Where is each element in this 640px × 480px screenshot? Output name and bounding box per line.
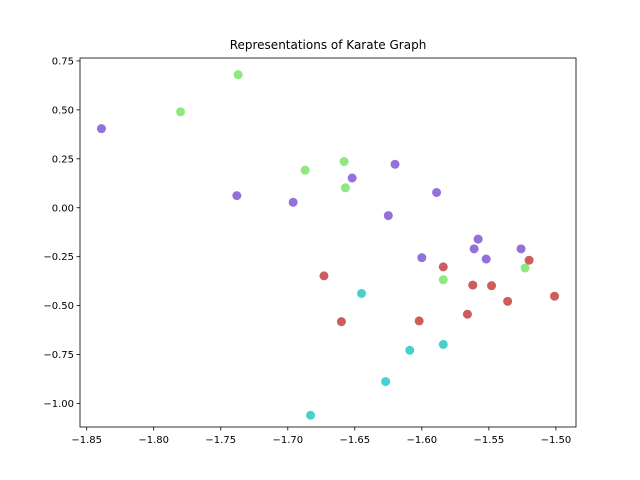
scatter-point (347, 173, 357, 183)
scatter-point (300, 165, 310, 175)
scatter-point (339, 157, 349, 167)
plot-frame (79, 57, 577, 428)
y-tick-label: −1.00 (43, 399, 74, 410)
scatter-point (469, 244, 479, 254)
y-tick-label: 0.50 (52, 105, 74, 116)
x-tick-label: −1.70 (272, 435, 303, 446)
scatter-point (438, 275, 448, 285)
x-tick-label: −1.85 (71, 435, 102, 446)
scatter-point (432, 187, 442, 197)
chart-title: Representations of Karate Graph (230, 38, 427, 52)
scatter-point (381, 377, 391, 387)
y-axis-ticks: 0.75 0.50 0.25 0.00 −0.25 −0.50 −0.75 −1.00 (43, 56, 80, 410)
x-tick-label: −1.75 (205, 435, 236, 446)
points-layer (96, 70, 560, 420)
scatter-point (438, 262, 448, 272)
scatter-point (390, 159, 400, 169)
scatter-point (233, 70, 243, 80)
x-tick-label: −1.50 (541, 435, 572, 446)
scatter-point (405, 345, 415, 355)
scatter-point (176, 107, 186, 117)
scatter-point (306, 410, 316, 420)
scatter-point (383, 211, 393, 221)
scatter-point (520, 263, 530, 273)
x-tick-label: −1.55 (474, 435, 505, 446)
x-tick-label: −1.60 (407, 435, 438, 446)
y-tick-label: 0.75 (52, 56, 74, 67)
x-tick-label: −1.80 (138, 435, 169, 446)
scatter-point (232, 191, 242, 201)
scatter-point (340, 183, 350, 193)
scatter-point (336, 317, 346, 327)
scatter-point (414, 316, 424, 326)
y-tick-label: −0.25 (43, 252, 74, 263)
scatter-point (417, 253, 427, 263)
scatter-point (524, 255, 534, 265)
scatter-point (516, 244, 526, 254)
scatter-point (487, 281, 497, 291)
scatter-point (462, 309, 472, 319)
scatter-point (357, 288, 367, 298)
scatter-point (288, 197, 298, 207)
scatter-point (481, 254, 491, 264)
scatter-point (503, 296, 513, 306)
y-tick-label: −0.75 (43, 350, 74, 361)
scatter-point (468, 280, 478, 290)
scatter-point (473, 234, 483, 244)
y-tick-label: 0.00 (52, 203, 74, 214)
scatter-point (319, 271, 329, 281)
scatter-point (438, 339, 448, 349)
x-tick-label: −1.65 (339, 435, 370, 446)
plot-area (80, 58, 576, 427)
y-tick-label: −0.50 (43, 301, 74, 312)
x-axis-ticks: −1.85 −1.80 −1.75 −1.70 −1.65 −1.60 −1.55 −1.50 (71, 427, 571, 446)
scatter-point (96, 124, 106, 134)
y-tick-label: 0.25 (52, 154, 74, 165)
scatter-point (550, 291, 560, 301)
